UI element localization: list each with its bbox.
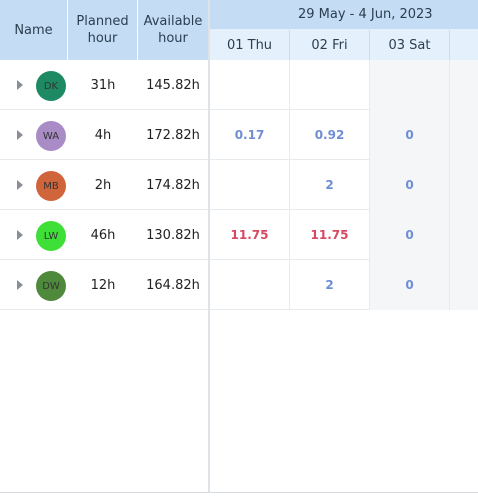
day-hours-cell[interactable]: 0.17	[210, 110, 290, 160]
column-header-name[interactable]: Name	[0, 0, 68, 60]
day-hours-cell[interactable]	[450, 60, 478, 110]
avatar-initials: DK	[43, 80, 59, 92]
avatar-initials: LW	[43, 230, 59, 242]
avatar-initials: MB	[43, 180, 59, 192]
day-hours-cell[interactable]: 0	[370, 110, 450, 160]
day-hours-cell[interactable]	[210, 260, 290, 310]
grid-splitter[interactable]	[208, 0, 210, 492]
timeline-row: 0.17 0.92 0	[210, 110, 478, 160]
week-label: 29 May - 4 Jun, 2023	[298, 7, 433, 22]
expand-arrow-icon[interactable]	[17, 180, 23, 190]
expand-arrow-icon[interactable]	[17, 80, 23, 90]
resource-grid: Name Planned hour Available hour DK 31h 14…	[0, 0, 208, 310]
day-header-label: 01 Thu	[226, 37, 273, 53]
avatar: WA	[36, 121, 66, 151]
expand-arrow-icon[interactable]	[17, 130, 23, 140]
day-header: 03 Sat	[370, 30, 450, 60]
day-header: 01 Thu	[210, 30, 290, 60]
day-hours-cell[interactable]	[370, 60, 450, 110]
planned-hour-cell: 4h	[94, 127, 112, 143]
day-hours-cell[interactable]	[290, 60, 370, 110]
day-hours-cell[interactable]: 0.92	[290, 110, 370, 160]
resource-row[interactable]: DK 31h 145.82h	[0, 60, 208, 110]
day-hours-cell[interactable]: 0	[370, 160, 450, 210]
avatar: DW	[36, 271, 66, 301]
column-header-name-label: Name	[14, 22, 53, 38]
planned-hour-cell: 2h	[94, 177, 112, 193]
available-hour-cell: 164.82h	[146, 277, 200, 293]
day-hours-cell[interactable]	[450, 160, 478, 210]
day-header: 04	[450, 30, 478, 60]
column-header-planned-label: Planned hour	[76, 14, 129, 46]
day-header-label: 02 Fri	[311, 37, 348, 53]
expand-arrow-icon[interactable]	[17, 280, 23, 290]
avatar: DK	[36, 71, 66, 101]
column-header-available-hour[interactable]: Available hour	[138, 0, 208, 60]
available-hour-cell: 145.82h	[146, 77, 200, 93]
day-hours-cell[interactable]: 2	[290, 260, 370, 310]
avatar: LW	[36, 221, 66, 251]
day-hours-cell[interactable]	[450, 210, 478, 260]
day-header: 02 Fri	[290, 30, 370, 60]
grid-bottom-border	[0, 492, 478, 493]
avatar-initials: DW	[42, 280, 60, 292]
resource-row[interactable]: MB 2h 174.82h	[0, 160, 208, 210]
resource-row[interactable]: LW 46h 130.82h	[0, 210, 208, 260]
day-hours-cell[interactable]: 2	[290, 160, 370, 210]
timeline-grid: 29 May - 4 Jun, 2023 01 Thu 02 Fri 03 Sat 0…	[210, 0, 478, 310]
timeline-row: 11.75 11.75 0	[210, 210, 478, 260]
available-hour-cell: 174.82h	[146, 177, 200, 193]
planned-hour-cell: 46h	[90, 227, 116, 243]
resource-row[interactable]: DW 12h 164.82h	[0, 260, 208, 310]
avatar-initials: WA	[42, 130, 60, 142]
resource-row[interactable]: WA 4h 172.82h	[0, 110, 208, 160]
week-header: 29 May - 4 Jun, 2023	[210, 0, 478, 30]
column-header-planned-hour[interactable]: Planned hour	[68, 0, 138, 60]
expand-arrow-icon[interactable]	[17, 230, 23, 240]
day-hours-cell[interactable]	[210, 60, 290, 110]
day-hours-cell[interactable]: 11.75	[290, 210, 370, 260]
available-hour-cell: 130.82h	[146, 227, 200, 243]
day-hours-cell[interactable]	[450, 260, 478, 310]
day-hours-cell[interactable]	[450, 110, 478, 160]
day-hours-cell[interactable]: 11.75	[210, 210, 290, 260]
avatar: MB	[36, 171, 66, 201]
column-header-available-label: Available hour	[143, 14, 203, 46]
day-hours-cell[interactable]: 0	[370, 210, 450, 260]
planned-hour-cell: 31h	[90, 77, 116, 93]
day-hours-cell[interactable]: 0	[370, 260, 450, 310]
day-header-label: 03 Sat	[388, 37, 431, 53]
available-hour-cell: 172.82h	[146, 127, 200, 143]
timeline-row	[210, 60, 478, 110]
day-hours-cell[interactable]	[210, 160, 290, 210]
planned-hour-cell: 12h	[90, 277, 116, 293]
